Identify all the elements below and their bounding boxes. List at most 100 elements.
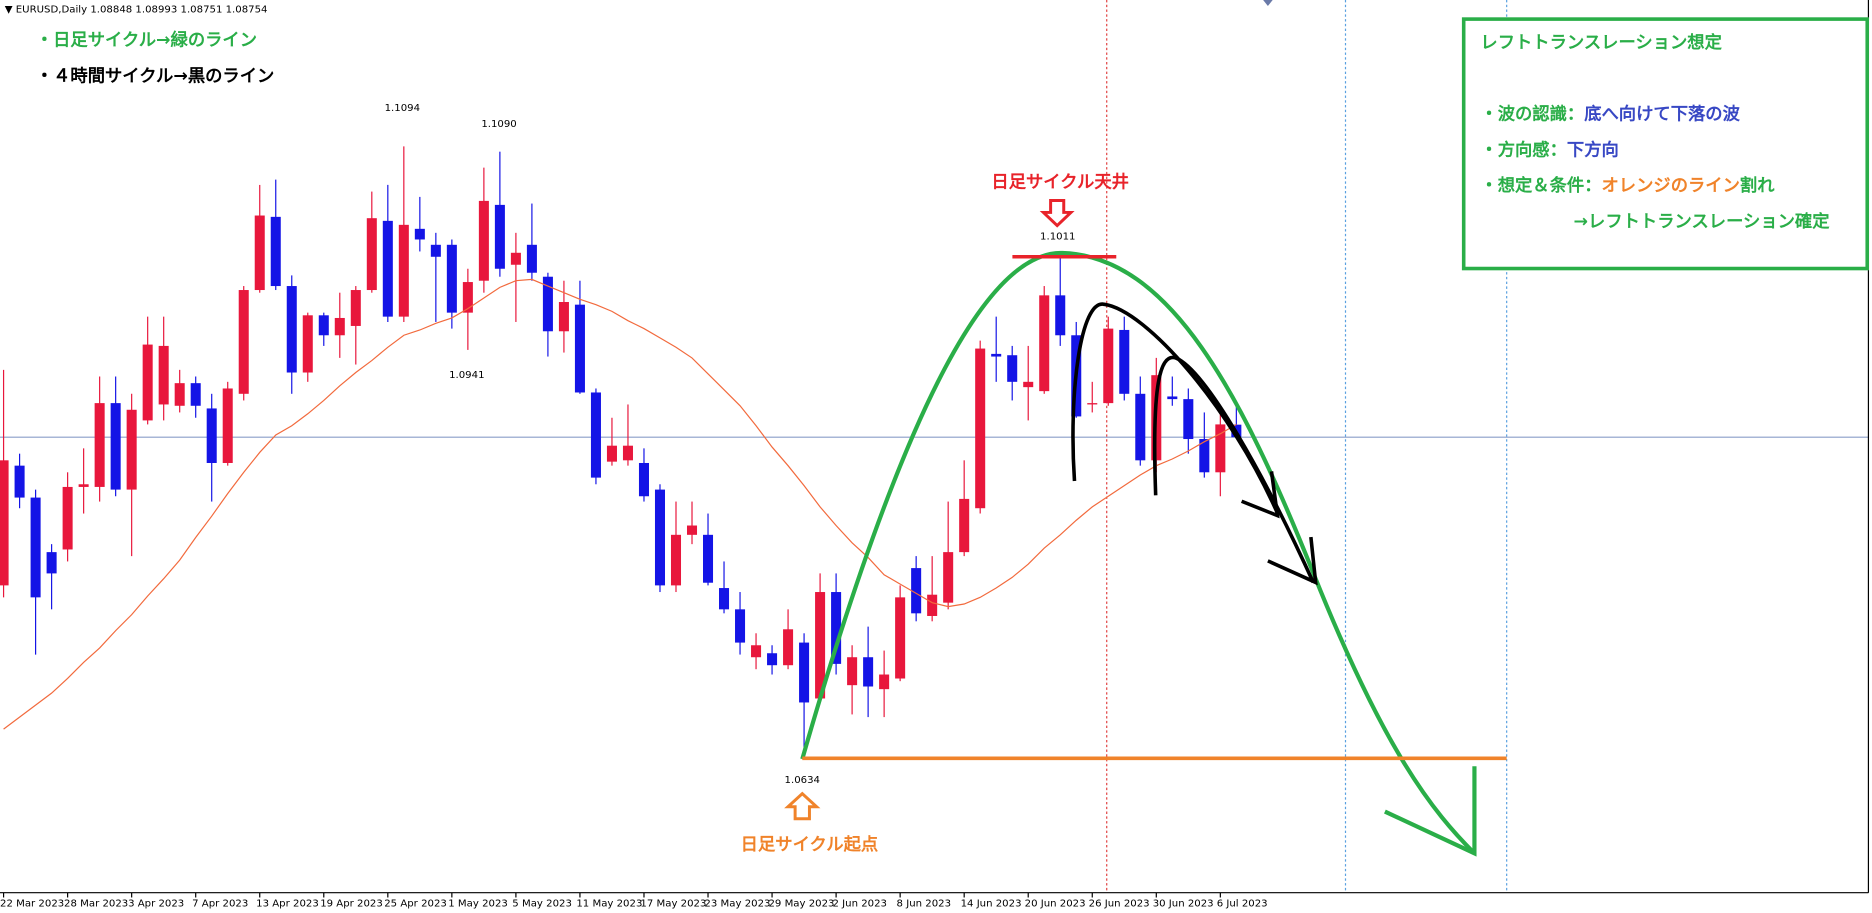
candle-body	[654, 489, 666, 586]
x-tick-label: 20 Jun 2023	[1025, 898, 1086, 909]
candle-body	[1103, 328, 1114, 404]
scenario-line: ・想定＆条件：オレンジのライン割れ	[1480, 175, 1775, 196]
candle-body	[78, 484, 89, 487]
candle-body	[991, 353, 1002, 357]
scenario-segment: 下方向	[1567, 139, 1619, 160]
candle-body	[622, 445, 633, 461]
x-tick-label: 30 Jun 2023	[1153, 898, 1214, 909]
candle-body	[270, 216, 281, 287]
x-tick-label: 1 May 2023	[448, 898, 508, 909]
candle-body	[895, 597, 906, 679]
arrow-head	[1267, 536, 1318, 586]
x-tick-label: 3 Apr 2023	[128, 898, 184, 909]
candle-body	[911, 568, 922, 614]
cycle-start-label: 日足サイクル起点	[741, 834, 879, 855]
candle-body	[142, 344, 153, 421]
candle-body	[350, 290, 361, 326]
candle-body	[783, 629, 794, 666]
candle-body	[574, 304, 585, 393]
candle-body	[510, 252, 521, 265]
candle-body	[414, 228, 425, 240]
candle-body	[943, 552, 954, 603]
candle-body	[430, 244, 441, 257]
candle-body	[494, 204, 505, 269]
candle-body	[206, 408, 217, 463]
candle-body	[927, 594, 938, 616]
x-tick-label: 5 May 2023	[512, 898, 572, 909]
candle-body	[366, 218, 377, 291]
candle-body	[0, 460, 9, 586]
up-arrow	[784, 791, 821, 821]
candle-body	[126, 409, 137, 490]
candle-body	[254, 215, 265, 291]
candle-body	[286, 286, 297, 373]
x-tick-label: 6 Jul 2023	[1217, 898, 1268, 909]
moving-average	[3, 278, 1237, 730]
scenario-line: →レフトトランスレーション確定	[1574, 211, 1831, 232]
candle-body	[542, 276, 553, 332]
candle-body	[767, 653, 778, 666]
candle-body	[735, 609, 746, 643]
candle-body	[302, 315, 313, 373]
scenario-segment: オレンジのライン	[1602, 176, 1740, 196]
arrow-head	[1384, 766, 1477, 857]
candle-body	[1199, 439, 1210, 473]
legend-note: ・日足サイクル→緑のライン	[36, 30, 257, 51]
candle-body	[815, 592, 826, 699]
legend-note: ・４時間サイクル→黒のライン	[36, 65, 275, 86]
x-tick-label: 14 Jun 2023	[961, 898, 1022, 909]
candle-body	[110, 403, 121, 490]
x-tick-label: 29 May 2023	[768, 898, 834, 909]
candle-body	[959, 498, 970, 553]
candle-body	[1023, 381, 1034, 388]
candle-body	[831, 592, 842, 664]
scenario-segment: ・方向感：	[1480, 139, 1566, 160]
down-arrow	[1039, 199, 1075, 228]
daily-cycle-curve	[800, 250, 1476, 855]
price-label: 1.0634	[785, 775, 820, 786]
chart-header: ▼ EURUSD,Daily 1.08848 1.08993 1.08751 1…	[5, 5, 268, 16]
price-label: 1.1011	[1040, 231, 1075, 242]
scenario-box	[1461, 17, 1870, 271]
candle-body	[558, 302, 569, 332]
candle-body	[462, 282, 473, 313]
candle-body	[719, 588, 730, 610]
arrow-head	[1240, 471, 1280, 519]
candle-body	[1167, 396, 1178, 400]
scenario-segment: →レフトトランスレーション確定	[1574, 211, 1831, 232]
candle-body	[1087, 403, 1098, 405]
x-tick-label: 23 May 2023	[704, 898, 770, 909]
four-hour-cycle-curve	[1071, 302, 1280, 514]
x-tick-label: 2 Jun 2023	[833, 898, 887, 909]
candle-body	[1055, 295, 1066, 336]
scenario-line: ・波の認識：底へ向けて下落の波	[1480, 104, 1740, 125]
candle-body	[526, 244, 537, 273]
candle-body	[686, 525, 698, 535]
x-tick-label: 8 Jun 2023	[897, 898, 951, 909]
x-tick-label: 28 Mar 2023	[64, 898, 128, 909]
four-hour-cycle-curve	[1152, 355, 1315, 584]
scenario-segment: ・想定＆条件：	[1480, 175, 1601, 196]
candle-body	[318, 315, 329, 336]
cycle-top-label: 日足サイクル天井	[991, 172, 1129, 193]
candle-body	[334, 317, 345, 336]
candle-body	[847, 657, 858, 686]
candle-body	[1119, 329, 1130, 394]
x-tick-label: 7 Apr 2023	[192, 898, 248, 909]
candle-body	[1135, 393, 1146, 461]
candle-body	[238, 290, 249, 394]
candle-body	[14, 465, 25, 498]
candle-body	[174, 383, 185, 406]
x-tick-label: 13 Apr 2023	[256, 898, 319, 909]
header-title: EURUSD,Daily 1.08848 1.08993 1.08751 1.0…	[16, 5, 268, 16]
candle-body	[94, 403, 105, 487]
price-label: 1.0941	[449, 370, 484, 381]
candle-body	[606, 445, 617, 462]
candle-body	[703, 534, 714, 583]
x-tick-label: 19 Apr 2023	[320, 898, 383, 909]
x-tick-label: 17 May 2023	[640, 898, 706, 909]
x-tick-label: 11 May 2023	[576, 898, 642, 909]
scenario-segment: ・波の認識：	[1480, 104, 1584, 125]
x-tick-label: 22 Mar 2023	[0, 898, 64, 909]
